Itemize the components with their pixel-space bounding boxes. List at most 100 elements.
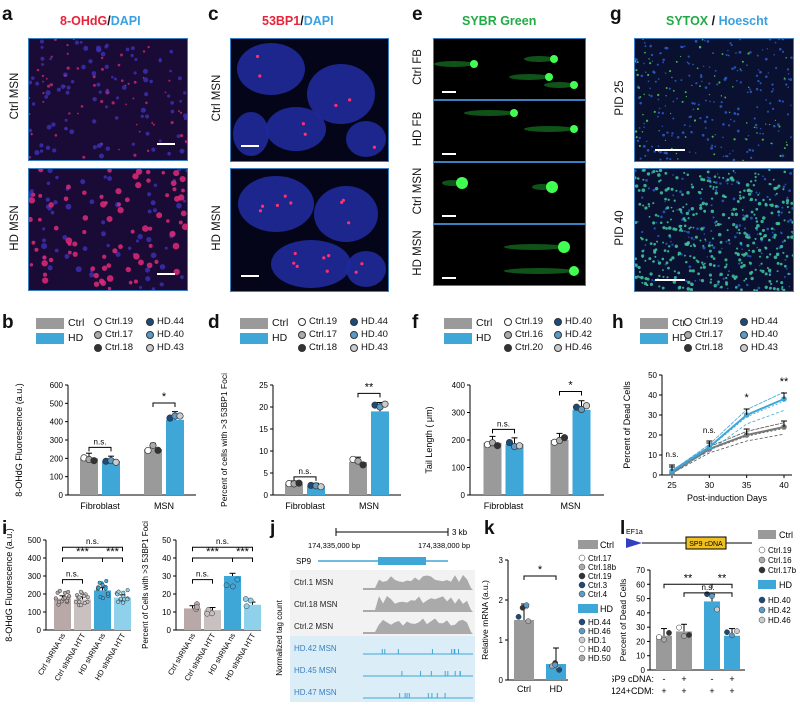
y-tick-label: 100: [50, 473, 64, 482]
comet-tail: [544, 82, 574, 88]
sytox-cell: [790, 201, 793, 205]
sytox-cell: [690, 282, 694, 287]
sytox-cell: [755, 289, 759, 291]
sytox-cell: [714, 224, 717, 227]
sytox-cell: [791, 254, 793, 257]
sytox-cell: [774, 119, 776, 121]
legend-label: HD.46: [588, 627, 611, 636]
sytox-cell: [737, 182, 741, 185]
nucleus: [723, 78, 727, 81]
nucleus: [96, 82, 101, 87]
nucleus: [716, 83, 719, 86]
nucleus: [146, 236, 152, 243]
sytox-cell: [785, 56, 787, 59]
legend-label-hd: HD: [779, 580, 792, 590]
nucleus: [107, 176, 113, 181]
legend-marker: [578, 572, 586, 580]
sytox-cell: [643, 93, 645, 96]
nucleus-stain: [82, 230, 87, 235]
y-tick-label: 20: [648, 431, 657, 440]
nucleus: [635, 58, 637, 60]
y-axis-label: Percent of Cells with >3 53BP1 Foci: [141, 521, 150, 649]
sytox-cell: [668, 234, 672, 238]
nucleus: [657, 111, 661, 114]
nucleus: [646, 148, 650, 152]
bar: [704, 601, 720, 670]
data-point: [354, 457, 362, 465]
sytox-cell: [699, 206, 703, 210]
nucleus-stain: [170, 180, 177, 187]
nucleus-stain: [120, 79, 124, 83]
nucleus: [62, 235, 68, 240]
nucleus: [786, 68, 790, 71]
foci: [334, 103, 338, 108]
nucleus-stain: [128, 280, 133, 285]
row1-value: -: [711, 674, 714, 684]
significance-label: n.s.: [703, 426, 716, 435]
comet-tail: [504, 244, 564, 250]
sytox-cell: [751, 249, 755, 253]
y-tick-label: 600: [50, 381, 64, 390]
sytox-cell: [710, 197, 714, 200]
sytox-cell: [666, 250, 670, 253]
sytox-cell: [711, 244, 714, 247]
sytox-cell: [732, 170, 735, 172]
data-point: [125, 597, 130, 602]
significance-label: *: [745, 392, 750, 404]
foci: [289, 201, 293, 205]
sytox-cell: [690, 207, 695, 211]
bar-hd: [572, 409, 591, 495]
sytox-cell: [746, 64, 748, 66]
y-axis-label: Normalized tag count: [275, 599, 284, 675]
nucleus: [672, 100, 675, 103]
sytox-cell: [648, 58, 650, 60]
nucleus: [237, 43, 305, 95]
nucleus: [121, 85, 127, 90]
nucleus: [143, 77, 149, 83]
nucleus: [133, 71, 137, 75]
legend-label-line: HD.43: [157, 342, 184, 353]
nucleus-stain: [145, 101, 148, 105]
significance-bracket: [293, 476, 317, 481]
nucleus: [788, 285, 791, 288]
nucleus-stain: [38, 169, 44, 173]
sytox-cell: [640, 275, 644, 280]
sytox-cell: [715, 220, 718, 223]
sytox-cell: [641, 249, 645, 253]
nucleus-stain: [65, 237, 73, 245]
significance-bracket: [102, 557, 123, 562]
nucleus: [785, 83, 788, 86]
nucleus: [766, 110, 770, 113]
nucleus-stain: [146, 149, 150, 153]
nucleus: [749, 216, 753, 220]
nucleus: [748, 148, 752, 152]
nucleus: [145, 114, 150, 119]
nucleus: [674, 79, 677, 82]
x-tick-label: Fibroblast: [80, 501, 120, 511]
sytox-cell: [642, 39, 644, 41]
legend-label-hd: HD: [672, 332, 688, 344]
data-point: [125, 588, 130, 593]
sytox-cell: [666, 221, 669, 224]
sytox-cell: [764, 202, 768, 206]
nucleus: [159, 282, 164, 287]
legend-label-line: Ctrl.19: [309, 316, 337, 327]
panel-label-b: b: [2, 312, 14, 333]
sytox-cell: [699, 239, 702, 242]
legend-marker: [578, 654, 586, 662]
legend-swatch-hd: [578, 604, 598, 613]
legend-label-hd: HD: [600, 604, 613, 614]
nucleus: [29, 128, 33, 133]
nucleus: [679, 190, 682, 194]
nucleus: [144, 92, 149, 97]
legend-label-line: Ctrl.18: [105, 342, 133, 353]
bar: [656, 635, 672, 670]
nucleus: [643, 122, 646, 125]
y-tick-label: 25: [259, 381, 268, 390]
nucleus: [158, 58, 162, 63]
row1-label: SP9 cDNA:: [612, 674, 654, 684]
nucleus: [791, 232, 793, 235]
sytox-cell: [701, 188, 703, 191]
significance-bracket: [492, 428, 515, 434]
construct-gene-label: SP9 cDNA: [689, 541, 723, 548]
